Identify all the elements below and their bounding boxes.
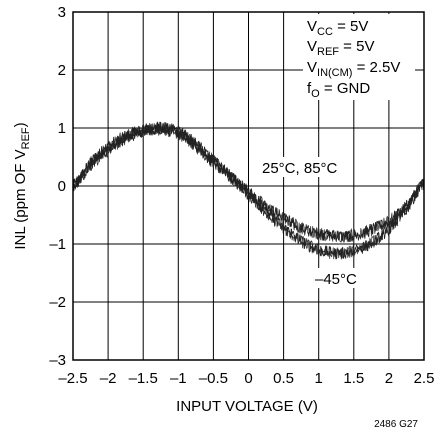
y-tick-label: 3 — [58, 4, 66, 21]
x-tick-label: 1 — [315, 370, 323, 387]
y-axis-title-main: INL (ppm OF V — [12, 149, 29, 249]
condition-fo-main: f — [307, 80, 312, 97]
label-upper: 25°C, 85°C — [262, 160, 338, 177]
condition-fo-sub: O — [311, 88, 320, 100]
y-tick-label: –3 — [49, 352, 66, 369]
condition-vref-main: V — [307, 38, 317, 55]
condition-vincm: VIN(CM) = 2.5V — [307, 59, 400, 79]
y-tick-label: 2 — [58, 62, 66, 79]
condition-vincm-sub: IN(CM) — [317, 67, 352, 79]
y-axis-title-close: ) — [12, 122, 29, 127]
y-tick-labels: –3 –2 –1 0 1 2 3 — [49, 4, 66, 369]
x-tick-label: 1.5 — [343, 370, 364, 387]
y-axis-title: INL (ppm OF VREF) — [12, 122, 32, 249]
plot-frame — [72, 11, 425, 361]
y-tick-label: 1 — [58, 120, 66, 137]
conditions-background — [303, 14, 415, 100]
condition-vcc-sub: CC — [317, 26, 333, 38]
x-tick-label: 0 — [244, 370, 252, 387]
series-line-1 — [72, 122, 425, 242]
x-tick-label: 2.5 — [414, 370, 435, 387]
condition-vincm-rest: = 2.5V — [352, 59, 400, 76]
x-tick-label: –2.5 — [58, 370, 87, 387]
condition-vcc: VCC = 5V — [307, 18, 368, 38]
condition-vcc-main: V — [307, 18, 317, 35]
label-upper-background — [259, 157, 347, 177]
y-tick-label: –1 — [49, 236, 66, 253]
series-group — [72, 121, 425, 260]
figure-code: 2486 G27 — [374, 419, 418, 430]
x-tick-label: 2 — [385, 370, 393, 387]
condition-fo-rest: = GND — [320, 80, 371, 97]
y-axis-title-sub: REF — [20, 127, 32, 149]
conditions-block: VCC = 5V VREF = 5V VIN(CM) = 2.5V fO = G… — [303, 14, 415, 100]
condition-vref-sub: REF — [317, 46, 339, 58]
condition-vref-rest: = 5V — [339, 38, 374, 55]
series-line-2 — [72, 121, 425, 260]
x-tick-label: –2 — [100, 370, 117, 387]
x-axis-title: INPUT VOLTAGE (V) — [176, 398, 318, 415]
y-tick-label: –2 — [49, 294, 66, 311]
x-tick-labels: –2.5 –2 –1.5 –1 –0.5 0 0.5 1 1.5 2 2.5 — [58, 370, 434, 387]
label-lower-background — [313, 268, 361, 288]
x-tick-label: 0.5 — [273, 370, 294, 387]
x-tick-label: –1.5 — [129, 370, 158, 387]
condition-vcc-rest: = 5V — [333, 18, 368, 35]
condition-vref: VREF = 5V — [307, 38, 374, 58]
x-tick-label: –0.5 — [199, 370, 228, 387]
condition-vincm-main: V — [307, 59, 317, 76]
condition-fo: fO = GND — [307, 80, 370, 100]
y-tick-label: 0 — [58, 178, 66, 195]
x-tick-label: –1 — [170, 370, 187, 387]
label-lower: –45°C — [315, 271, 357, 288]
